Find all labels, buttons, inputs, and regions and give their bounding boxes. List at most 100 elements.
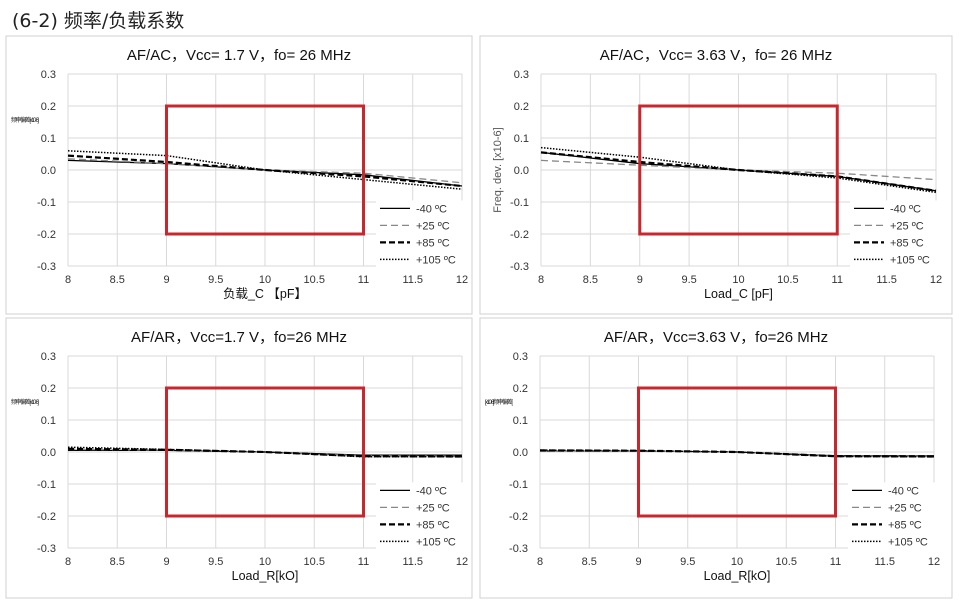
y-tick-label: -0.1 [509, 479, 528, 491]
x-tick-label: 8.5 [110, 274, 125, 286]
x-tick-label: 9 [163, 274, 169, 286]
x-tick-label: 12 [456, 274, 468, 286]
x-tick-label: 12 [928, 556, 940, 568]
x-tick-label: 11 [358, 274, 369, 286]
legend-background [850, 200, 940, 273]
legend-label: +25 ºC [416, 502, 450, 514]
legend-background [376, 200, 466, 273]
y-tick-label: -0.3 [510, 261, 529, 273]
legend-label: +105 ºC [888, 536, 928, 548]
x-tick-label: 12 [930, 274, 942, 286]
legend-label: +85 ºC [888, 519, 922, 531]
x-tick-label: 11.5 [402, 556, 423, 568]
x-tick-label: 10 [731, 556, 743, 568]
y-tick-label: -0.1 [510, 197, 529, 209]
x-tick-label: 8 [65, 274, 71, 286]
x-tick-label: 12 [456, 556, 468, 568]
x-tick-label: 9.5 [680, 556, 695, 568]
legend-label: +105 ºC [890, 254, 930, 266]
x-tick-label: 8 [537, 556, 543, 568]
legend-label: -40 ºC [888, 485, 919, 497]
y-tick-label: -0.2 [37, 229, 56, 241]
y-axis-label: [x10-6] 频率偏差 [ [485, 398, 513, 406]
y-tick-label: 0.0 [41, 447, 56, 459]
x-tick-label: 11.5 [876, 274, 897, 286]
chart-title: AF/AC，Vcc= 3.63 V，fo= 26 MHz [600, 47, 833, 64]
chart-title: AF/AR，Vcc=1.7 V，fo=26 MHz [131, 329, 347, 346]
legend-label: +25 ºC [416, 220, 450, 232]
x-tick-label: 9 [637, 274, 643, 286]
x-tick-label: 11 [830, 556, 841, 568]
legend-label: -40 ºC [416, 203, 447, 215]
series-line-4 [67, 150, 463, 190]
legend-label: +85 ºC [416, 519, 450, 531]
x-tick-label: 8.5 [110, 556, 125, 568]
x-axis-label: Load_R[kO] [704, 569, 771, 583]
y-tick-label: 0.0 [41, 165, 56, 177]
y-tick-label: -0.1 [37, 197, 56, 209]
y-tick-label: 0.1 [513, 415, 528, 427]
legend-label: +25 ºC [890, 220, 924, 232]
limit-box [165, 104, 365, 236]
x-tick-label: 9.5 [208, 556, 223, 568]
legend-label: +105 ºC [416, 254, 456, 266]
y-tick-label: -0.3 [37, 261, 56, 273]
x-tick-label: 11.5 [402, 274, 423, 286]
x-axis-label: 负载_C 【pF】 [223, 287, 307, 301]
x-tick-label: 9.5 [208, 274, 223, 286]
legend-label: -40 ºC [416, 485, 447, 497]
x-axis-label: Load_R[kO] [232, 569, 299, 583]
limit-box [637, 386, 837, 518]
y-tick-label: 0.1 [41, 415, 56, 427]
y-tick-label: 0.1 [514, 133, 529, 145]
y-tick-label: -0.1 [37, 479, 56, 491]
y-axis-label: 频率偏差 [x10-6] [11, 398, 39, 406]
x-tick-label: 8.5 [582, 556, 597, 568]
y-tick-label: -0.2 [510, 229, 529, 241]
y-tick-label: 0.0 [514, 165, 529, 177]
y-tick-label: 0.0 [513, 447, 528, 459]
chart-title: AF/AC，Vcc= 1.7 V，fo= 26 MHz [127, 47, 351, 64]
legend-label: -40 ºC [890, 203, 921, 215]
x-tick-label: 11.5 [874, 556, 895, 568]
page-heading: (6-2) 频率/负载系数 [12, 10, 185, 32]
y-tick-label: 0.1 [41, 133, 56, 145]
y-tick-label: 0.3 [514, 69, 529, 81]
legend-background [848, 482, 938, 555]
y-tick-label: 0.3 [41, 351, 56, 363]
x-tick-label: 11 [358, 556, 369, 568]
x-tick-label: 11 [832, 274, 843, 286]
legend-label: +85 ºC [416, 237, 450, 249]
x-tick-label: 9 [635, 556, 641, 568]
series-line-3 [67, 154, 463, 188]
x-tick-label: 10 [732, 274, 744, 286]
x-tick-label: 10.5 [777, 274, 798, 286]
y-tick-label: -0.2 [509, 511, 528, 523]
chart-panel-3: AF/AR，Vcc=1.7 V，fo=26 MHz 8 8.5 9 9.5 10 10.5 1… [5, 317, 473, 599]
legend-background [376, 482, 466, 555]
legend-label: +25 ºC [888, 502, 922, 514]
x-tick-label: 10.5 [304, 274, 325, 286]
x-tick-label: 10 [259, 556, 271, 568]
y-tick-label: 0.2 [514, 101, 529, 113]
chart-panel-2: AF/AC，Vcc= 3.63 V，fo= 26 MHz 8 8.5 9 9.5 10 10… [479, 35, 953, 315]
y-axis-label: 频率偏差 [x10-6] [11, 116, 39, 124]
x-tick-label: 9.5 [681, 274, 696, 286]
limit-box [165, 386, 365, 518]
y-tick-label: 0.3 [513, 351, 528, 363]
x-tick-label: 10 [259, 274, 271, 286]
x-tick-label: 8 [538, 274, 544, 286]
y-tick-label: -0.2 [37, 511, 56, 523]
y-tick-label: 0.2 [41, 383, 56, 395]
x-tick-label: 8 [65, 556, 71, 568]
y-tick-label: -0.3 [37, 543, 56, 555]
chart-title: AF/AR，Vcc=3.63 V，fo=26 MHz [604, 329, 828, 346]
legend-label: +85 ºC [890, 237, 924, 249]
series-line-3 [67, 447, 463, 458]
y-tick-label: -0.3 [509, 543, 528, 555]
x-tick-label: 10.5 [776, 556, 797, 568]
x-axis-label: Load_C [pF] [704, 287, 773, 301]
y-tick-label: 0.2 [513, 383, 528, 395]
y-tick-label: 0.2 [41, 101, 56, 113]
